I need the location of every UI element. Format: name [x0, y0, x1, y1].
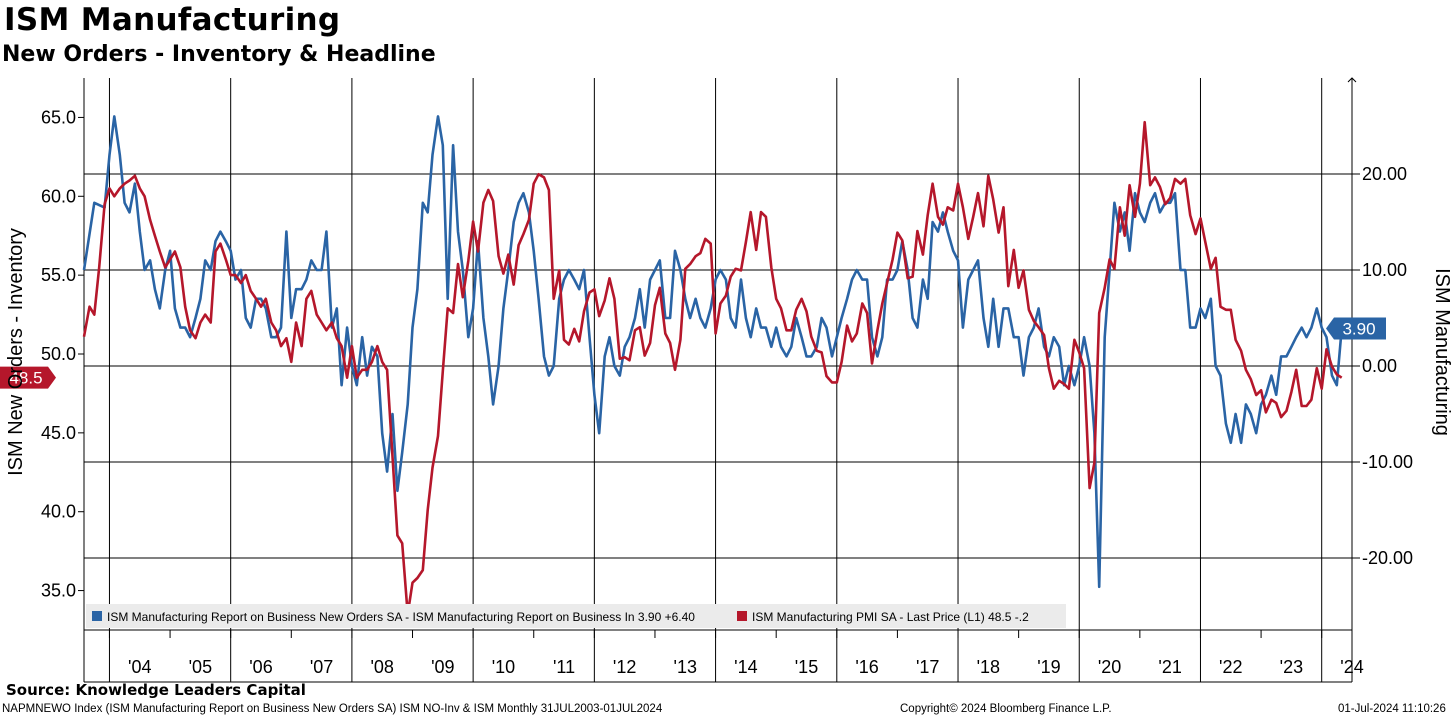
- new-orders-last-value-tag: [1326, 317, 1386, 340]
- legend-box: [86, 604, 1066, 628]
- right-tick-label: 10.00: [1362, 260, 1407, 280]
- pmi-series-line: [82, 120, 1343, 616]
- x-tick-label: '18: [977, 657, 1000, 677]
- legend-label: ISM Manufacturing PMI SA - Last Price (L…: [752, 610, 1029, 624]
- gridlines: [83, 77, 1357, 683]
- x-tick-label: '21: [1158, 657, 1181, 677]
- right-axis-title: ISM Manufacturing: [1431, 268, 1453, 436]
- new-orders-inventory-series-line: [82, 115, 1343, 589]
- x-tick-label: '24: [1340, 657, 1363, 677]
- left-tick-label: 35.0: [41, 581, 76, 601]
- new-orders-last-value-label: 3.90: [1342, 320, 1375, 339]
- pmi-last-value-tag: [0, 366, 56, 389]
- x-tick-label: '07: [310, 657, 333, 677]
- x-tick-label: '23: [1280, 657, 1303, 677]
- x-tick-label: '10: [492, 657, 515, 677]
- x-tick-label: '06: [249, 657, 272, 677]
- x-axis-ticks: '04 '05 '06 '07 '08 '09 '10 '11 '12 '13 '14 '15 '16 '…: [128, 657, 1364, 677]
- x-tick-label: '11: [553, 657, 575, 677]
- x-tick-label: '15: [795, 657, 818, 677]
- left-tick-label: 40.0: [41, 502, 76, 522]
- footer-timestamp: 01-Jul-2024 11:10:26: [1338, 703, 1446, 715]
- x-tick-label: '13: [674, 657, 697, 677]
- x-tick-label: '22: [1219, 657, 1242, 677]
- footer-index-description: NAPMNEWO Index (ISM Manufacturing Report…: [2, 703, 663, 715]
- legend-label: ISM Manufacturing Report on Business New…: [107, 610, 695, 624]
- left-tick-label: 60.0: [41, 186, 76, 206]
- right-axis-ticks: 20.00 10.00 0.00 -10.00 -20.00: [1352, 164, 1413, 568]
- left-tick-label: 50.0: [41, 344, 76, 364]
- x-tick-label: '16: [855, 657, 878, 677]
- last-value-tags: 48.5 3.90: [0, 317, 1386, 389]
- footer-copyright: Copyright© 2024 Bloomberg Finance L.P.: [900, 703, 1112, 715]
- right-tick-label: 0.00: [1362, 356, 1397, 376]
- right-tick-label: -20.00: [1362, 548, 1413, 568]
- chart-subtitle: New Orders - Inventory & Headline: [2, 42, 436, 67]
- x-tick-label: '05: [189, 657, 212, 677]
- right-tick-label: -10.00: [1362, 452, 1413, 472]
- series-lines: [82, 115, 1343, 616]
- legend: ISM Manufacturing Report on Business New…: [86, 604, 1066, 628]
- legend-swatch: [92, 611, 102, 621]
- legend-swatch: [737, 611, 747, 621]
- x-tick-label: '09: [431, 657, 454, 677]
- pmi-last-value-label: 48.5: [9, 369, 42, 388]
- x-tick-label: '04: [128, 657, 151, 677]
- left-axis-title: ISM New Orders - Inventory: [5, 228, 27, 476]
- right-tick-label: 20.00: [1362, 164, 1407, 184]
- x-tick-label: '12: [613, 657, 636, 677]
- x-tick-label: '17: [916, 657, 939, 677]
- left-axis-ticks: 65.0 60.0 55.0 50.0 45.0 40.0 35.0: [41, 107, 84, 601]
- source-note: Source: Knowledge Leaders Capital: [6, 681, 306, 699]
- right-axis-arrow: [1347, 77, 1357, 83]
- x-tick-label: '14: [734, 657, 757, 677]
- chart-title: ISM Manufacturing: [4, 2, 341, 38]
- left-tick-label: 45.0: [41, 423, 76, 443]
- x-tick-label: '08: [370, 657, 393, 677]
- x-tick-label: '20: [1098, 657, 1121, 677]
- x-tick-label: '19: [1037, 657, 1060, 677]
- left-tick-label: 65.0: [41, 107, 76, 127]
- left-tick-label: 55.0: [41, 265, 76, 285]
